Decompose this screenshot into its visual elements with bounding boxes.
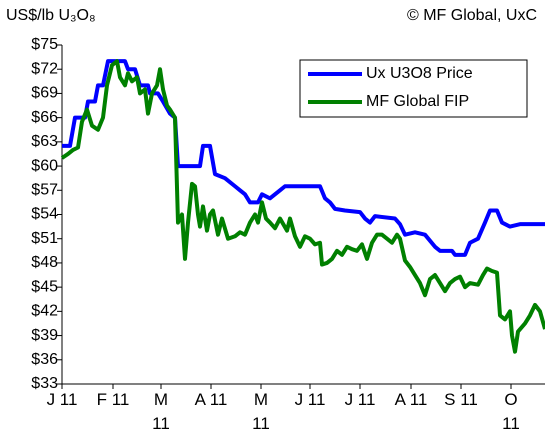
chart-subtitle: © MF Global, UxC	[407, 7, 537, 24]
y-tick-label: $72	[31, 60, 58, 77]
y-tick-label: $42	[31, 303, 58, 320]
x-tick-label: J 11	[46, 390, 78, 409]
y-tick-label: $36	[31, 351, 58, 368]
y-tick-label: $48	[31, 254, 58, 271]
series-line	[60, 59, 545, 354]
y-tick-label: $60	[31, 157, 58, 174]
x-tick-label: J 11	[344, 390, 376, 409]
y-tick-label: $63	[31, 133, 58, 150]
x-tick-label: O 11	[502, 390, 520, 433]
y-tick-label: $45	[31, 278, 58, 295]
y-tick-label: $69	[31, 85, 58, 102]
y-tick-label: $33	[31, 375, 58, 392]
x-tick-label: J 11	[294, 390, 326, 409]
y-tick-label: $75	[31, 36, 58, 53]
chart-title: US$/lb U₃O₈	[6, 7, 96, 24]
y-tick-label: $66	[31, 109, 58, 126]
series-line	[62, 59, 545, 257]
x-tick-label: M 11	[152, 390, 170, 433]
y-tick-label: $39	[31, 327, 58, 344]
x-tick-label: M 11	[252, 390, 270, 433]
legend-label: Ux U3O8 Price	[366, 65, 473, 82]
x-tick-label: A 11	[194, 390, 228, 409]
legend-label: MF Global FIP	[366, 93, 469, 110]
x-tick-label: F 11	[96, 390, 130, 409]
legend-box	[299, 59, 528, 118]
y-tick-label: $51	[31, 230, 58, 247]
x-tick-label: A 11	[394, 390, 428, 409]
y-tick-label: $54	[31, 206, 58, 223]
x-tick-label: S 11	[444, 390, 478, 409]
y-tick-label: $57	[31, 182, 58, 199]
